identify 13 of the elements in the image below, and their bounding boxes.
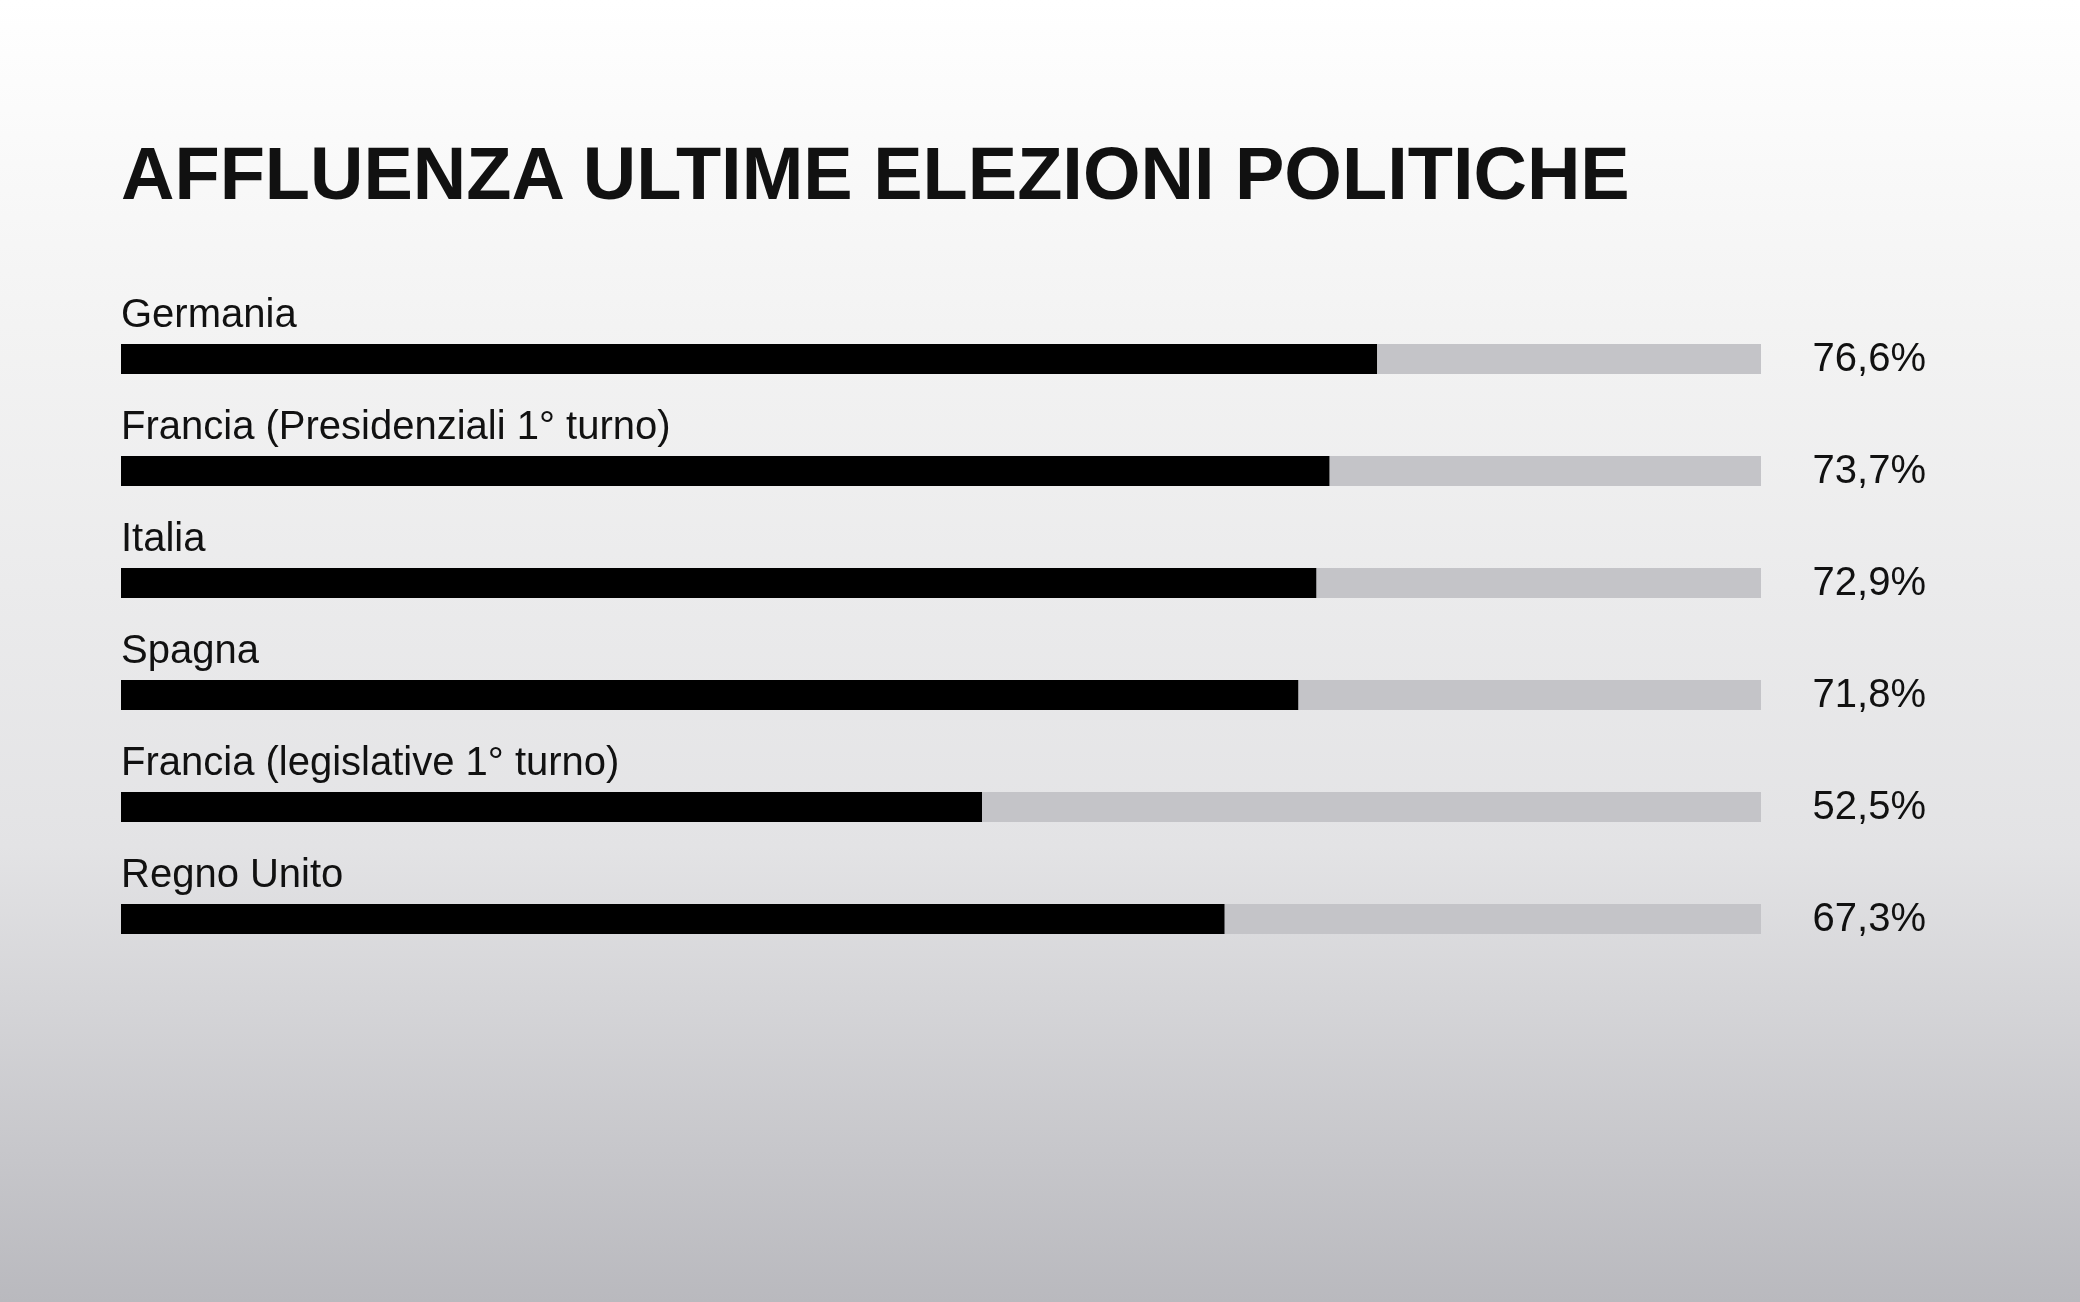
y-tick-label: Francia (legislative 1° turno) xyxy=(121,739,620,783)
y-tick-label: Regno Unito xyxy=(121,851,344,895)
data-label: 73,7% xyxy=(1812,447,1926,491)
data-label: 76,6% xyxy=(1812,335,1926,379)
y-tick-label: Germania xyxy=(121,291,298,335)
y-tick-label: Italia xyxy=(121,515,207,559)
chart-title: AFFLUENZA ULTIME ELEZIONI POLITICHE xyxy=(121,132,1630,215)
data-label: 72,9% xyxy=(1812,559,1926,603)
data-label: 67,3% xyxy=(1812,895,1926,939)
data-label: 71,8% xyxy=(1812,671,1926,715)
data-label: 52,5% xyxy=(1812,783,1926,827)
y-tick-label: Francia (Presidenziali 1° turno) xyxy=(121,403,671,447)
y-tick-label: Spagna xyxy=(121,627,260,671)
